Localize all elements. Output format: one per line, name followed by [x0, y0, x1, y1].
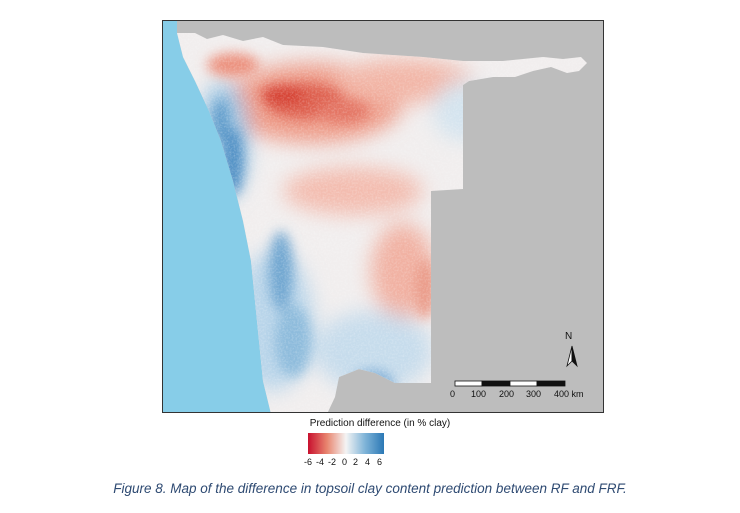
- north-label: N: [565, 331, 573, 342]
- legend-tick: -6: [304, 457, 313, 467]
- legend-color-bar: [308, 433, 384, 454]
- map-canvas: [163, 21, 587, 412]
- legend-tick: -2: [328, 457, 337, 467]
- legend-tick: 4: [365, 457, 371, 467]
- scale-tick-100: 100: [471, 389, 487, 399]
- legend-ticks: -6 -4 -2 0 2 4 6: [300, 457, 400, 469]
- map-frame: [162, 20, 604, 413]
- ocean: [163, 21, 271, 412]
- legend-title: Prediction difference (in % clay): [309, 418, 451, 429]
- north-arrow-icon: [566, 345, 578, 368]
- scale-bar: [454, 380, 566, 387]
- scale-tick-400: 400 km: [554, 389, 584, 399]
- legend-tick: -4: [316, 457, 325, 467]
- scale-bar-labels: 0 100 200 300 400 km: [449, 389, 599, 401]
- scale-tick-200: 200: [499, 389, 515, 399]
- scale-tick-300: 300: [526, 389, 542, 399]
- scale-tick-0: 0: [450, 389, 456, 399]
- legend-tick: 2: [353, 457, 359, 467]
- legend-tick: 0: [342, 457, 348, 467]
- legend-tick: 6: [377, 457, 383, 467]
- figure-caption: Figure 8. Map of the difference in topso…: [113, 481, 627, 496]
